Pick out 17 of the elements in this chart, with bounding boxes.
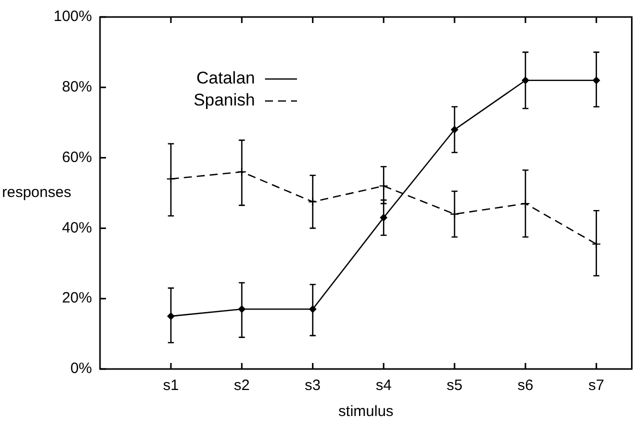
x-tick-label: s5 [446, 377, 462, 394]
x-tick-label: s1 [162, 377, 179, 394]
x-tick-label: s6 [518, 377, 534, 394]
y-axis-title: responses [2, 184, 72, 202]
legend-label: Catalan [196, 68, 255, 88]
legend-label: Spanish [194, 90, 255, 110]
x-tick-label: s4 [376, 377, 392, 394]
y-tick-label: 0% [70, 360, 92, 378]
y-tick-label: 100% [54, 8, 92, 26]
x-tick-label: s2 [234, 377, 250, 394]
x-tick-label: s3 [304, 377, 321, 394]
y-tick-label: 60% [62, 148, 92, 166]
y-tick-label: 20% [62, 290, 92, 307]
x-tick-label: s7 [588, 377, 604, 394]
y-tick-label: 80% [62, 78, 92, 96]
y-tick-label: 40% [62, 219, 92, 236]
x-axis-title: stimulus [338, 403, 394, 420]
